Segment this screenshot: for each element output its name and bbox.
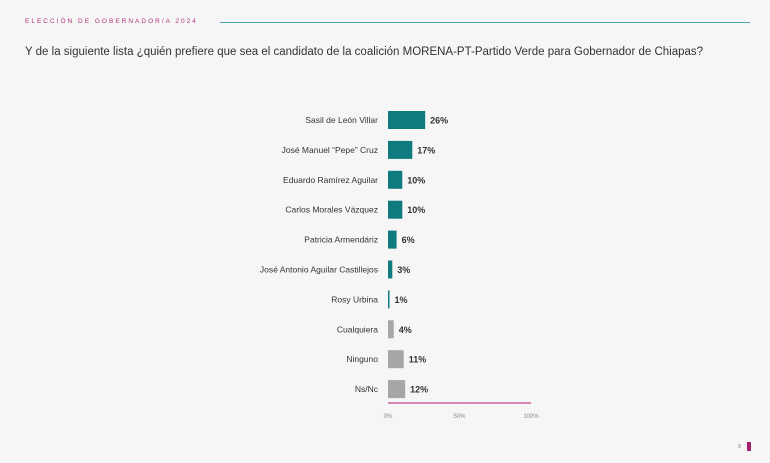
category-label: Ns/Nc xyxy=(355,384,379,394)
x-tick-label: 100% xyxy=(523,414,539,420)
category-label: Patricia Armendáriz xyxy=(304,235,378,245)
bar xyxy=(388,350,404,369)
bar xyxy=(388,200,403,219)
bar xyxy=(388,111,426,129)
category-label: José Manuel “Pepe” Cruz xyxy=(282,145,378,155)
data-label: 17% xyxy=(417,145,435,155)
category-label: Eduardo Ramírez Aguilar xyxy=(283,175,378,185)
bar xyxy=(388,170,403,189)
page-number: 9 xyxy=(738,444,741,450)
category-label: Cualquiera xyxy=(337,324,378,334)
data-label: 1% xyxy=(395,295,408,305)
section-kicker: ELECCIÓN DE GOBERNADOR/A 2024 xyxy=(25,18,198,25)
category-label: Ninguno xyxy=(346,354,378,364)
data-label: 11% xyxy=(409,355,427,365)
bar xyxy=(388,230,397,249)
bar xyxy=(388,290,390,309)
header-rule xyxy=(220,22,750,23)
bar xyxy=(388,260,393,279)
data-label: 10% xyxy=(407,205,425,215)
x-tick-label: 50% xyxy=(453,414,466,420)
data-label: 4% xyxy=(399,325,412,335)
data-label: 26% xyxy=(430,116,448,126)
data-label: 6% xyxy=(402,235,415,245)
page-marker xyxy=(747,442,751,451)
x-tick-label: 0% xyxy=(384,414,393,420)
question-title: Y de la siguiente lista ¿quién prefiere … xyxy=(25,46,704,58)
data-label: 10% xyxy=(407,175,425,185)
category-label: Sasil de León Villar xyxy=(305,115,378,125)
data-label: 3% xyxy=(397,265,410,275)
category-label: Carlos Morales Vázquez xyxy=(285,205,378,215)
bar xyxy=(388,380,406,399)
data-label: 12% xyxy=(410,385,428,395)
bar xyxy=(388,320,394,339)
category-label: Rosy Urbina xyxy=(331,294,378,304)
category-label: José Antonio Aguilar Castillejos xyxy=(260,265,378,275)
bar xyxy=(388,140,413,159)
